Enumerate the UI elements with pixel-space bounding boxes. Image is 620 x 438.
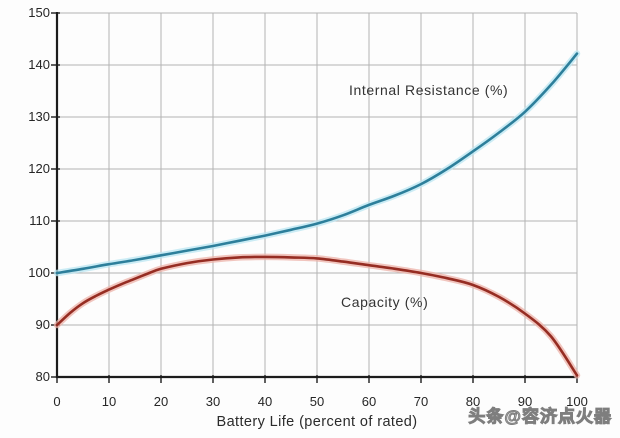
- x-tick-label: 60: [361, 394, 377, 409]
- x-tick-label: 80: [465, 394, 481, 409]
- internal-resistance-curve: [55, 52, 579, 275]
- x-tick-label: 50: [309, 394, 325, 409]
- x-tick-label: 70: [413, 394, 429, 409]
- internal-resistance-label: Internal Resistance (%): [349, 82, 509, 98]
- capacity-label: Capacity (%): [341, 294, 429, 310]
- x-tick-label: 20: [153, 394, 169, 409]
- x-tick-label: 0: [53, 394, 61, 409]
- y-tick-label: 150: [28, 5, 50, 20]
- x-tick-label: 30: [205, 394, 221, 409]
- y-tick-label: 80: [35, 369, 50, 384]
- y-tick-label: 120: [28, 161, 50, 176]
- y-tick-label: 140: [28, 57, 50, 72]
- capacity-curve: [55, 255, 579, 377]
- x-tick-label: 40: [257, 394, 273, 409]
- x-tick-label: 100: [566, 394, 588, 409]
- x-axis-title: Battery Life (percent of rated): [216, 414, 418, 430]
- watermark: 头条@容济点火器: [468, 407, 612, 427]
- y-tick-label: 130: [28, 109, 50, 124]
- x-tick-label: 10: [101, 394, 117, 409]
- y-tick-label: 100: [28, 265, 50, 280]
- y-tick-label: 110: [29, 213, 50, 228]
- x-tick-label: 90: [517, 394, 533, 409]
- y-tick-label: 90: [35, 317, 50, 332]
